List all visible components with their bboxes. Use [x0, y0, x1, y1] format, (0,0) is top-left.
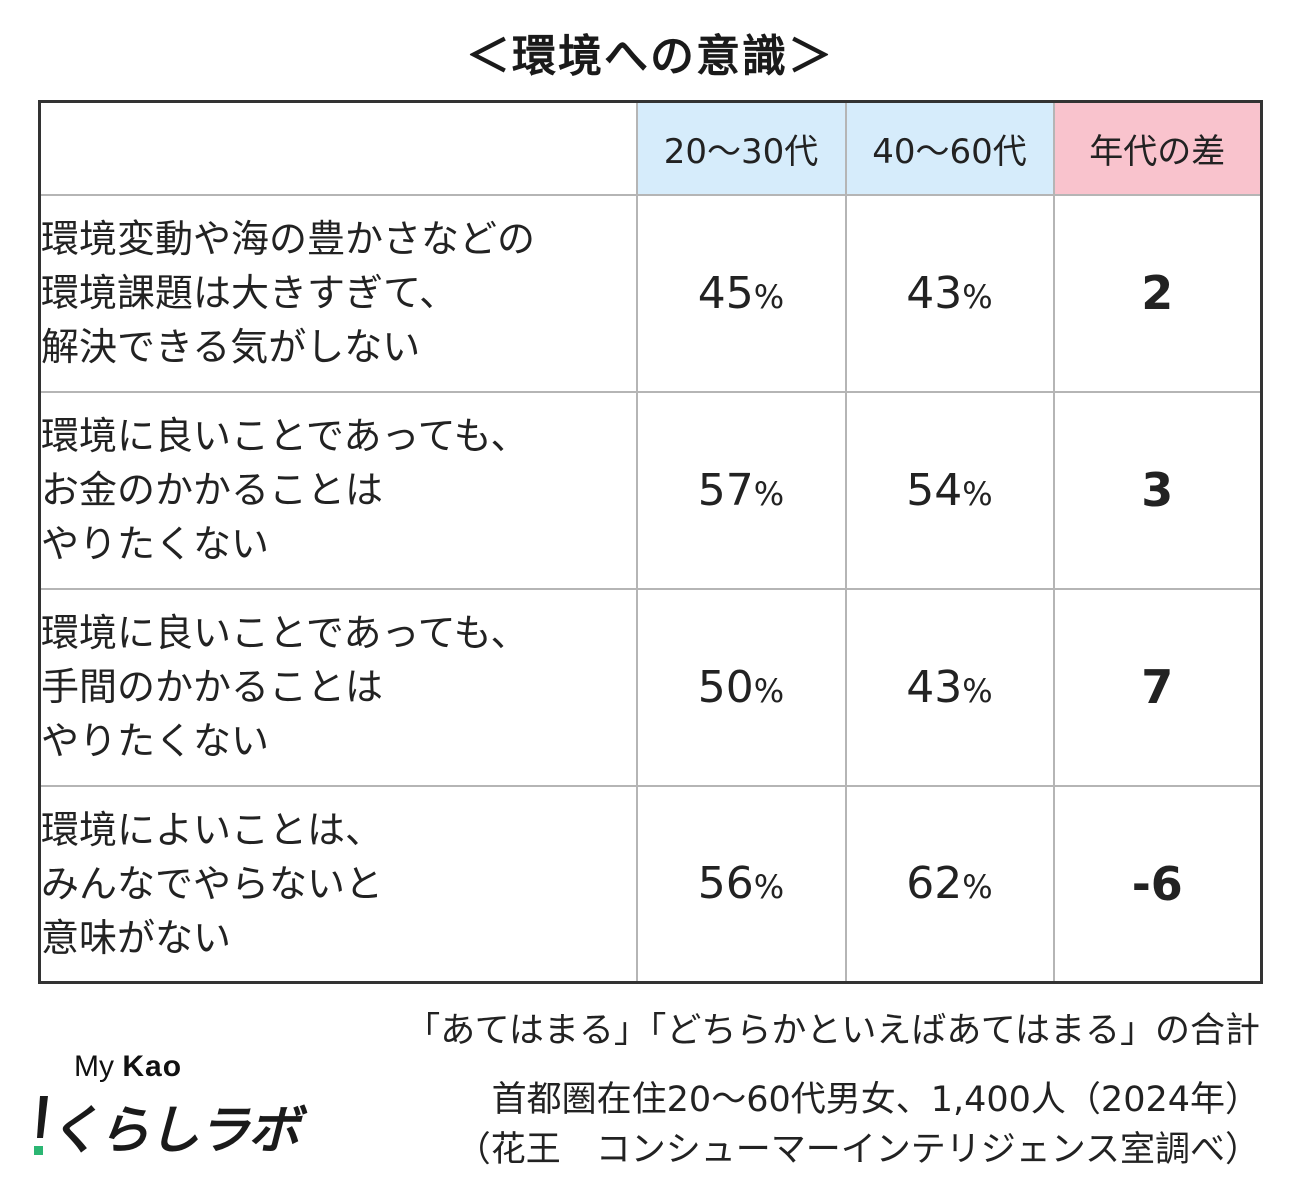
row-label: 環境に良いことであっても、 お金のかかることは やりたくない [38, 390, 638, 590]
percent-unit: % [753, 868, 785, 907]
percent-unit: % [753, 277, 785, 316]
row-label: 環境に良いことであっても、 手間のかかることは やりたくない [38, 587, 638, 787]
row-label: 環境によいことは、 みんなでやらないと 意味がない [38, 784, 638, 984]
value-20-30: 56% [635, 784, 847, 984]
row-label: 環境変動や海の豊かさなどの 環境課題は大きすぎて、 解決できる気がしない [38, 193, 638, 393]
kao-kurashi-labo-logo: My Kao くらしラボ [34, 1050, 300, 1170]
percent-unit: % [962, 671, 993, 710]
logo-prefix: My [74, 1050, 114, 1083]
data-table: 20～30代 40～60代 年代の差 環境変動や海の豊かさなどの 環境課題は大き… [38, 100, 1263, 984]
row-label-line: 意味がない [41, 915, 232, 960]
row-label-line: やりたくない [41, 522, 270, 566]
survey-line: （花王 コンシューマーインテリジェンス室調べ） [455, 1130, 1260, 1170]
row-label-line: 環境によいことは、 [41, 807, 384, 852]
row-label-line: 環境課題は大きすぎて、 [41, 271, 458, 315]
chart-title: ＜環境への意識＞ [466, 31, 834, 82]
table-row: 環境によいことは、 みんなでやらないと 意味がない 56% 62% -6 [38, 784, 1263, 984]
percent-unit: % [962, 277, 993, 316]
row-label-line: みんなでやらないと [41, 861, 384, 906]
value-40-60: 62% [844, 784, 1055, 984]
footnote: 「あてはまる」「どちらかといえばあてはまる」の合計 [405, 1011, 1260, 1051]
table-row: 環境に良いことであっても、 お金のかかることは やりたくない 57% 54% 3 [38, 390, 1263, 590]
row-label-line: やりたくない [41, 719, 270, 763]
column-header-40-60: 40～60代 [844, 100, 1055, 196]
logo-exclamation-icon [34, 1096, 48, 1155]
table-header-row: 20～30代 40～60代 年代の差 [38, 100, 1263, 196]
row-label-line: 環境に良いことであっても、 [41, 611, 529, 655]
value-40-60: 54% [844, 390, 1055, 590]
value-40-60: 43% [844, 193, 1055, 393]
logo-brand: Kao [122, 1050, 183, 1083]
value-difference: 2 [1052, 193, 1263, 393]
row-label-line: 環境に良いことであっても、 [41, 414, 529, 458]
value-number: 54 [906, 464, 963, 516]
column-header-difference: 年代の差 [1052, 100, 1263, 196]
value-number: 62 [906, 858, 963, 910]
value-number: 56 [697, 858, 754, 910]
value-number: 43 [906, 267, 963, 319]
header-corner-cell [38, 100, 638, 196]
value-20-30: 45% [635, 193, 847, 393]
value-difference: 3 [1052, 390, 1263, 590]
value-number: 45 [697, 267, 754, 319]
table-row: 環境変動や海の豊かさなどの 環境課題は大きすぎて、 解決できる気がしない 45%… [38, 193, 1263, 393]
row-label-line: 解決できる気がしない [41, 325, 421, 369]
row-label-line: 環境変動や海の豊かさなどの [41, 217, 536, 261]
percent-unit: % [962, 868, 993, 907]
value-20-30: 50% [635, 587, 847, 787]
survey-line: 首都圏在住20～60代男女、1,400人（2024年） [491, 1080, 1260, 1120]
row-label-line: お金のかかることは [41, 468, 384, 512]
value-difference: 7 [1052, 587, 1263, 787]
column-header-20-30: 20～30代 [635, 100, 847, 196]
table-row: 環境に良いことであっても、 手間のかかることは やりたくない 50% 43% 7 [38, 587, 1263, 787]
value-number: 57 [697, 464, 754, 516]
percent-unit: % [753, 474, 785, 513]
value-20-30: 57% [635, 390, 847, 590]
value-number: 50 [697, 661, 754, 713]
percent-unit: % [753, 671, 785, 710]
value-number: 43 [906, 661, 963, 713]
logo-top-text: My Kao [74, 1050, 182, 1084]
row-label-line: 手間のかかることは [41, 665, 384, 709]
percent-unit: % [962, 474, 993, 513]
survey-source: 首都圏在住20～60代男女、1,400人（2024年） （花王 コンシューマーイ… [456, 1075, 1260, 1175]
value-40-60: 43% [844, 587, 1055, 787]
value-difference: -6 [1052, 784, 1263, 984]
logo-name: くらしラボ [48, 1101, 300, 1161]
